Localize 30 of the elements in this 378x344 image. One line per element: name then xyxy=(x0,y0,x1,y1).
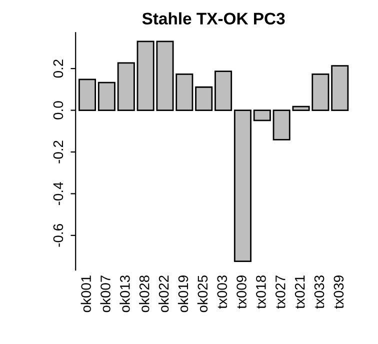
x-tick-label: ok025 xyxy=(197,275,208,312)
bar xyxy=(234,110,252,262)
y-tick-label: 0.2 xyxy=(53,60,64,78)
x-tick-label: ok007 xyxy=(100,276,110,312)
x-tick-label: tx018 xyxy=(256,276,266,309)
y-tick-label: -0.6 xyxy=(53,224,64,247)
bar xyxy=(214,70,232,111)
x-tick-label: ok022 xyxy=(158,276,169,312)
y-tick-label: -0.4 xyxy=(53,182,64,206)
bar xyxy=(117,62,135,111)
x-tick-label: ok019 xyxy=(178,276,188,312)
bar xyxy=(195,86,213,111)
y-tick-label: -0.2 xyxy=(53,140,64,164)
x-tick-label: tx033 xyxy=(314,276,324,309)
bar xyxy=(253,110,271,122)
bar xyxy=(272,110,290,140)
x-tick-label: ok013 xyxy=(120,276,130,312)
bar xyxy=(331,65,349,111)
x-tick-label: tx003 xyxy=(217,276,228,309)
bar xyxy=(176,73,194,111)
y-tick-label: 0.0 xyxy=(53,101,64,120)
x-tick-label: ok028 xyxy=(139,276,150,312)
x-tick-label: tx039 xyxy=(334,276,344,309)
x-tick-label: ok001 xyxy=(80,276,91,312)
x-tick-label: tx021 xyxy=(294,276,305,309)
bar xyxy=(78,78,96,111)
x-tick-label: tx009 xyxy=(236,276,246,309)
bar xyxy=(98,82,116,111)
chart-title: Stahle TX-OK PC3 xyxy=(142,12,285,25)
x-tick-label: tx027 xyxy=(275,276,286,309)
